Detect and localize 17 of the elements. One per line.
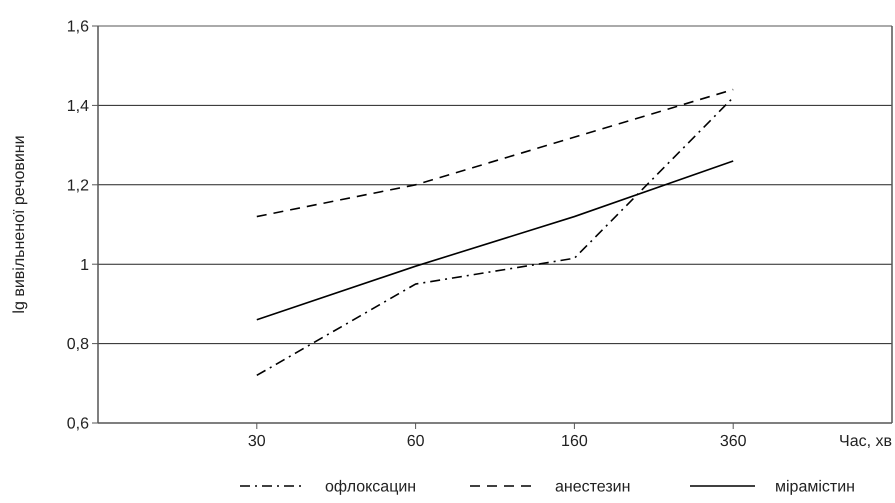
y-tick-label: 0,8 [66, 336, 90, 354]
legend-label: мірамістин [775, 478, 856, 496]
y-tick-label: 1 [80, 256, 90, 274]
y-tick-label: 1,2 [66, 177, 90, 194]
legend-label: анестезин [555, 478, 630, 496]
x-tick-label: 30 [248, 433, 266, 450]
x-tick-label: 160 [561, 433, 588, 450]
x-tick-label: 360 [720, 433, 747, 450]
y-tick-label: 1,6 [66, 18, 90, 36]
legend-label: офлоксацин [325, 478, 416, 496]
y-tick-label: 1,4 [66, 98, 90, 115]
y-tick-label: 0,6 [66, 416, 90, 433]
x-tick-label: 60 [406, 433, 425, 450]
line-series [256, 88, 734, 218]
y-axis-title: lg вивільненої речовини [11, 135, 28, 314]
x-axis-title: Час, хв [839, 433, 892, 450]
line-series [256, 96, 734, 376]
